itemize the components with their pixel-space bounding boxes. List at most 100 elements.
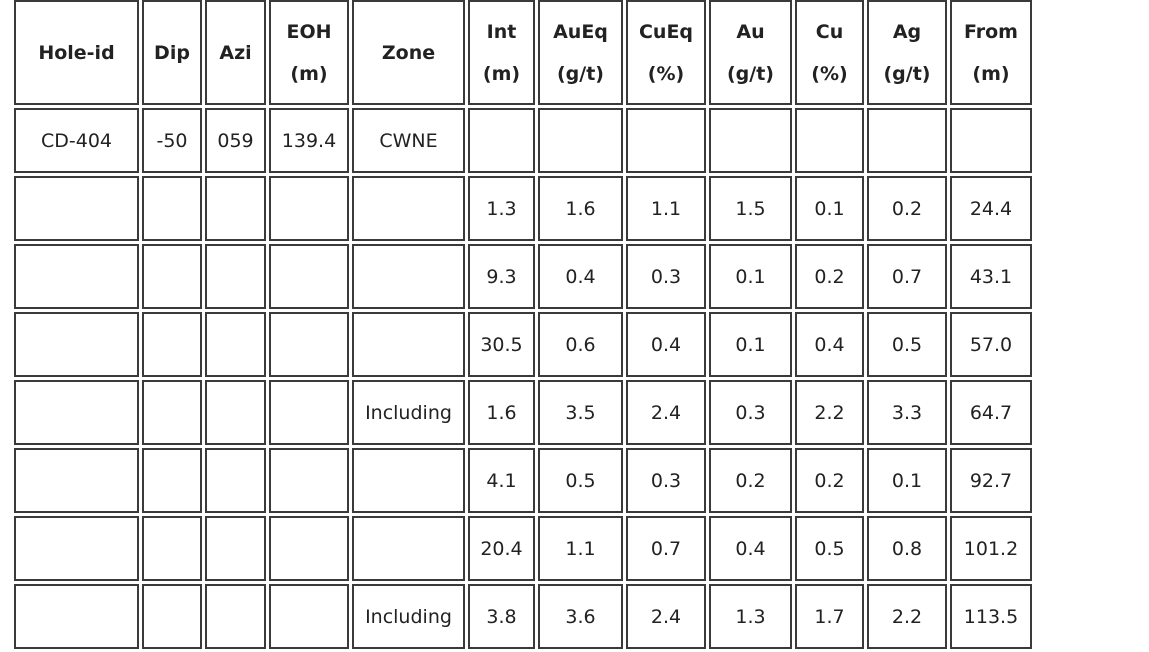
header-text: (m) [290, 62, 328, 85]
empty-cell [205, 176, 266, 241]
empty-cell [205, 380, 266, 445]
header-cell: EOH (m) [269, 0, 349, 105]
header-cell: Azi [205, 0, 266, 105]
empty-cell [14, 176, 139, 241]
table-cell: 0.5 [867, 312, 947, 377]
table-cell: Including [352, 584, 465, 649]
empty-cell [352, 448, 465, 513]
empty-cell [142, 584, 202, 649]
header-text: CuEq [638, 20, 694, 43]
empty-cell [205, 516, 266, 581]
header-text: (m) [972, 62, 1010, 85]
empty-cell [269, 380, 349, 445]
empty-cell [626, 108, 706, 173]
table-cell: 0.5 [538, 448, 623, 513]
table-cell: 92.7 [950, 448, 1032, 513]
table-cell: 2.2 [795, 380, 864, 445]
empty-cell [142, 380, 202, 445]
empty-cell [142, 244, 202, 309]
empty-cell [352, 244, 465, 309]
empty-cell [269, 516, 349, 581]
table-cell: 1.3 [709, 584, 792, 649]
table-cell: 2.2 [867, 584, 947, 649]
empty-cell [352, 176, 465, 241]
header-cell: Zone [352, 0, 465, 105]
table-cell: 0.7 [867, 244, 947, 309]
table-cell: 1.6 [538, 176, 623, 241]
table-cell: 0.4 [538, 244, 623, 309]
header-text: Au [736, 20, 765, 43]
table-cell: 2.4 [626, 380, 706, 445]
empty-cell [142, 312, 202, 377]
table-cell: 059 [205, 108, 266, 173]
table-cell: 0.6 [538, 312, 623, 377]
header-cell: CuEq (%) [626, 0, 706, 105]
empty-cell [14, 380, 139, 445]
header-text: (g/t) [727, 62, 774, 85]
header-text: Int [486, 20, 517, 43]
table-cell: 0.5 [795, 516, 864, 581]
table-cell: 1.1 [538, 516, 623, 581]
empty-cell [269, 584, 349, 649]
empty-cell [14, 448, 139, 513]
empty-cell [269, 176, 349, 241]
table-cell: 0.4 [626, 312, 706, 377]
table-cell: 9.3 [468, 244, 535, 309]
header-text: From [964, 20, 1018, 43]
header-cell: Au (g/t) [709, 0, 792, 105]
empty-cell [14, 516, 139, 581]
header-text: EOH [286, 20, 332, 43]
header-text: (g/t) [883, 62, 931, 85]
table-cell: 0.1 [709, 312, 792, 377]
table-cell: Including [352, 380, 465, 445]
table-cell: 1.6 [468, 380, 535, 445]
empty-cell [468, 108, 535, 173]
table-cell: CD-404 [14, 108, 139, 173]
empty-cell [14, 584, 139, 649]
table-cell: 0.1 [867, 448, 947, 513]
empty-cell [950, 108, 1032, 173]
table-cell: 0.3 [709, 380, 792, 445]
table-cell: 139.4 [269, 108, 349, 173]
header-text: (%) [811, 62, 848, 85]
table-cell: 0.4 [709, 516, 792, 581]
table-cell: 1.1 [626, 176, 706, 241]
empty-cell [205, 312, 266, 377]
empty-cell [142, 448, 202, 513]
table-cell: 1.3 [468, 176, 535, 241]
empty-cell [352, 312, 465, 377]
table-cell: 3.8 [468, 584, 535, 649]
header-cell: Ag (g/t) [867, 0, 947, 105]
header-cell: Int (m) [468, 0, 535, 105]
empty-cell [269, 244, 349, 309]
table-cell: 0.2 [795, 244, 864, 309]
table-cell: 2.4 [626, 584, 706, 649]
header-text: Hole-id [38, 41, 115, 64]
table-cell: 4.1 [468, 448, 535, 513]
empty-cell [205, 448, 266, 513]
results-table: Hole-id Dip Azi EOH (m) Zone Int (m) AuEq (g/t) Cu… [14, 0, 1032, 649]
empty-cell [142, 516, 202, 581]
empty-cell [867, 108, 947, 173]
table-cell: -50 [142, 108, 202, 173]
table-cell: 101.2 [950, 516, 1032, 581]
table-cell: 0.8 [867, 516, 947, 581]
empty-cell [269, 448, 349, 513]
header-text: (%) [647, 62, 685, 85]
empty-cell [709, 108, 792, 173]
table-cell: 3.6 [538, 584, 623, 649]
table-cell: 64.7 [950, 380, 1032, 445]
table-cell: 0.3 [626, 244, 706, 309]
table-cell: 1.7 [795, 584, 864, 649]
header-cell: Cu (%) [795, 0, 864, 105]
table-cell: 0.3 [626, 448, 706, 513]
empty-cell [269, 312, 349, 377]
empty-cell [352, 516, 465, 581]
header-cell: AuEq (g/t) [538, 0, 623, 105]
table-cell: 43.1 [950, 244, 1032, 309]
table-cell: 113.5 [950, 584, 1032, 649]
table-cell: CWNE [352, 108, 465, 173]
header-text: Ag [892, 20, 922, 43]
header-cell: Dip [142, 0, 202, 105]
